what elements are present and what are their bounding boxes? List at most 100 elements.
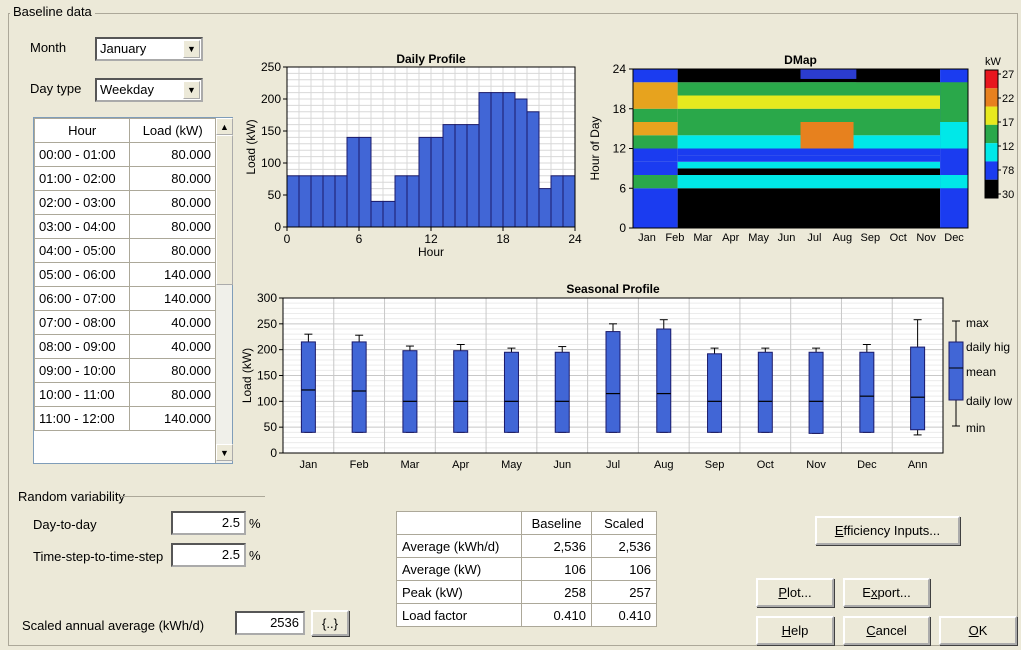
divider xyxy=(120,496,265,497)
x-tick-label: Jan xyxy=(638,232,656,244)
ok-label: OK xyxy=(968,623,988,638)
table-row[interactable]: 05:00 - 06:00 140.000 xyxy=(33,262,216,287)
load-cell[interactable]: 140.000 xyxy=(129,406,216,431)
table-scrollbar[interactable]: ▲ ▼ xyxy=(215,118,233,463)
chevron-down-icon[interactable]: ▼ xyxy=(183,40,200,58)
seasonal-profile-chart: Seasonal Profile Jan Feb Mar Apr May Jun Jul Aug… xyxy=(240,282,1012,471)
load-cell[interactable]: 140.000 xyxy=(129,262,216,287)
heatmap-cell xyxy=(940,175,968,189)
hour-cell[interactable]: 03:00 - 04:00 xyxy=(33,214,131,239)
scrollbar-thumb[interactable] xyxy=(216,135,233,285)
table-header-row: Hour Load (kW) xyxy=(33,118,216,143)
load-column-header[interactable]: Load (kW) xyxy=(129,118,216,143)
stats-row: Average (kWh/d) 2,536 2,536 xyxy=(396,534,657,558)
efficiency-inputs-button[interactable]: Efficiency Inputs... xyxy=(815,516,960,545)
heatmap-cell xyxy=(633,135,678,149)
load-cell[interactable]: 80.000 xyxy=(129,382,216,407)
time-step-input[interactable]: 2.5 xyxy=(171,543,246,567)
box xyxy=(910,346,926,431)
box xyxy=(808,351,824,434)
table-row[interactable]: 04:00 - 05:00 80.000 xyxy=(33,238,216,263)
heatmap-cell xyxy=(677,95,941,109)
legend-label: daily low xyxy=(966,394,1012,408)
daytype-select[interactable]: Weekday ▼ xyxy=(95,78,203,102)
month-select[interactable]: January ▼ xyxy=(95,37,203,61)
help-button[interactable]: Help xyxy=(756,616,834,645)
stats-row: Peak (kW) 258 257 xyxy=(396,580,657,604)
y-axis-label: Load (kW) xyxy=(244,119,258,174)
table-row[interactable]: 07:00 - 08:00 40.000 xyxy=(33,310,216,335)
stats-value: 2,536 xyxy=(521,534,592,558)
stats-table: Baseline Scaled Average (kWh/d) 2,536 2,53… xyxy=(396,511,657,627)
day-to-day-input[interactable]: 2.5 xyxy=(171,511,246,535)
table-row[interactable]: 02:00 - 03:00 80.000 xyxy=(33,190,216,215)
heatmap-cell xyxy=(677,168,941,175)
colorbar-tick-label: 12 xyxy=(1002,141,1014,153)
colorbar-segment xyxy=(985,106,998,125)
y-tick-label: 18 xyxy=(613,102,627,116)
scaled-annual-input[interactable]: 2536 xyxy=(235,611,305,635)
hour-cell[interactable]: 08:00 - 09:00 xyxy=(33,334,131,359)
hour-cell[interactable]: 05:00 - 06:00 xyxy=(33,262,131,287)
load-cell[interactable]: 80.000 xyxy=(129,142,216,167)
table-row[interactable]: 11:00 - 12:00 140.000 xyxy=(33,406,216,431)
table-row[interactable]: 09:00 - 10:00 80.000 xyxy=(33,358,216,383)
bar xyxy=(346,136,360,228)
bar xyxy=(334,175,348,228)
hour-load-table-container: Hour Load (kW) 00:00 - 01:00 80.000 01:00 … xyxy=(33,117,233,464)
stats-value: 106 xyxy=(591,557,657,581)
load-cell[interactable]: 40.000 xyxy=(129,310,216,335)
stats-value: 106 xyxy=(521,557,592,581)
cancel-button[interactable]: Cancel xyxy=(843,616,930,645)
table-row[interactable]: 00:00 - 01:00 80.000 xyxy=(33,142,216,167)
scroll-down-icon[interactable]: ▼ xyxy=(216,444,233,461)
hour-cell[interactable]: 11:00 - 12:00 xyxy=(33,406,131,431)
colorbar-segment xyxy=(985,143,998,162)
x-tick-label: Mar xyxy=(400,459,419,471)
hour-cell[interactable]: 04:00 - 05:00 xyxy=(33,238,131,263)
load-cell[interactable]: 80.000 xyxy=(129,190,216,215)
heatmap-cell xyxy=(677,148,941,156)
month-label: Month xyxy=(30,40,67,55)
bar xyxy=(490,92,504,228)
y-tick-label: 150 xyxy=(261,124,281,138)
table-row[interactable]: 01:00 - 02:00 80.000 xyxy=(33,166,216,191)
legend-label: daily hig xyxy=(966,340,1010,354)
bar xyxy=(406,175,420,228)
table-row[interactable]: 06:00 - 07:00 140.000 xyxy=(33,286,216,311)
scroll-up-icon[interactable]: ▲ xyxy=(216,118,233,135)
bar xyxy=(286,175,300,228)
month-select-value: January xyxy=(100,41,147,56)
x-tick-label: Jul xyxy=(807,232,821,244)
table-row[interactable]: 08:00 - 09:00 40.000 xyxy=(33,334,216,359)
load-cell[interactable]: 140.000 xyxy=(129,286,216,311)
x-tick-label: 18 xyxy=(496,232,510,246)
load-cell[interactable]: 40.000 xyxy=(129,334,216,359)
hour-cell[interactable]: 10:00 - 11:00 xyxy=(33,382,131,407)
table-row[interactable]: 10:00 - 11:00 80.000 xyxy=(33,382,216,407)
ok-button[interactable]: OK xyxy=(939,616,1017,645)
x-tick-label: Jan xyxy=(300,459,318,471)
hour-cell[interactable]: 07:00 - 08:00 xyxy=(33,310,131,335)
x-tick-label: May xyxy=(748,232,769,244)
hour-column-header[interactable]: Hour xyxy=(33,118,131,143)
hour-cell[interactable]: 01:00 - 02:00 xyxy=(33,166,131,191)
load-cell[interactable]: 80.000 xyxy=(129,358,216,383)
bar xyxy=(322,175,336,228)
load-cell[interactable]: 80.000 xyxy=(129,238,216,263)
y-tick-label: 100 xyxy=(261,156,281,170)
export-button[interactable]: Export... xyxy=(843,578,930,607)
heatmap-cell xyxy=(677,161,941,169)
hour-cell[interactable]: 09:00 - 10:00 xyxy=(33,358,131,383)
load-cell[interactable]: 80.000 xyxy=(129,214,216,239)
table-row[interactable]: 03:00 - 04:00 80.000 xyxy=(33,214,216,239)
hour-cell[interactable]: 00:00 - 01:00 xyxy=(33,142,131,167)
hour-cell[interactable]: 06:00 - 07:00 xyxy=(33,286,131,311)
hour-cell[interactable]: 02:00 - 03:00 xyxy=(33,190,131,215)
plot-button[interactable]: Plot... xyxy=(756,578,834,607)
chevron-down-icon[interactable]: ▼ xyxy=(183,81,200,99)
load-cell[interactable]: 80.000 xyxy=(129,166,216,191)
scaled-annual-button[interactable]: {..} xyxy=(311,610,349,636)
stats-header-blank xyxy=(396,511,522,535)
heatmap-cell xyxy=(633,122,678,136)
